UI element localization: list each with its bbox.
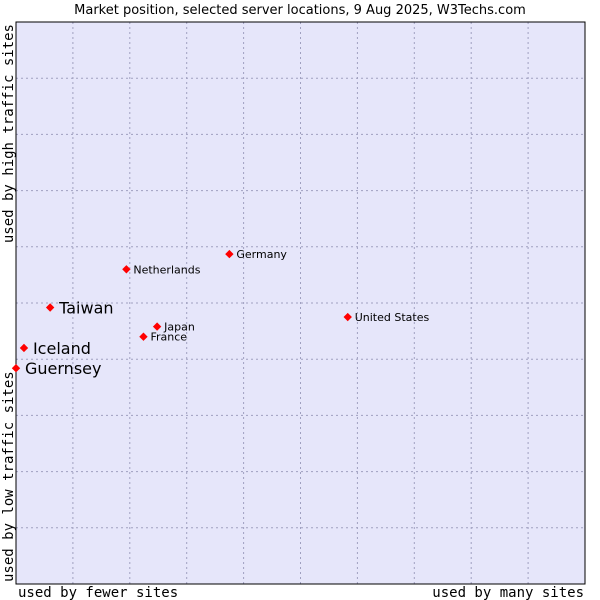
- data-point-japan: Japan: [152, 321, 195, 334]
- point-marker: [19, 343, 29, 353]
- point-label: Netherlands: [133, 263, 200, 276]
- point-marker: [139, 332, 148, 341]
- point-label: Guernsey: [25, 359, 101, 378]
- data-point-taiwan: Taiwan: [45, 298, 114, 317]
- grid-lines: [16, 22, 585, 584]
- chart-title: Market position, selected server locatio…: [74, 3, 526, 18]
- point-marker: [45, 303, 55, 312]
- plot-border: [15, 21, 586, 585]
- data-point-netherlands: Netherlands: [122, 263, 201, 276]
- point-marker: [225, 249, 234, 259]
- data-point-guernsey: Guernsey: [11, 359, 101, 378]
- point-label: Japan: [163, 321, 195, 334]
- y-axis-label-top: used by high traffic sites: [1, 24, 17, 243]
- x-axis-label-right: used by many sites: [432, 585, 584, 600]
- data-points: Germany Netherlands Taiwan United States Jap…: [11, 248, 430, 378]
- point-label: Germany: [236, 248, 287, 261]
- data-point-germany: Germany: [225, 248, 287, 261]
- point-label: United States: [355, 311, 430, 324]
- data-point-united-states: United States: [343, 311, 430, 324]
- point-label: Taiwan: [58, 298, 113, 317]
- point-marker: [152, 322, 162, 331]
- y-axis-label-bottom: used by low traffic sites: [1, 371, 17, 582]
- point-marker: [122, 265, 131, 274]
- point-label: Iceland: [33, 339, 91, 358]
- point-label: France: [150, 331, 187, 344]
- point-marker: [11, 363, 21, 373]
- data-point-iceland: Iceland: [19, 339, 91, 358]
- data-point-france: France: [139, 331, 187, 344]
- x-axis-label-left: used by fewer sites: [18, 585, 178, 600]
- point-marker: [343, 312, 352, 322]
